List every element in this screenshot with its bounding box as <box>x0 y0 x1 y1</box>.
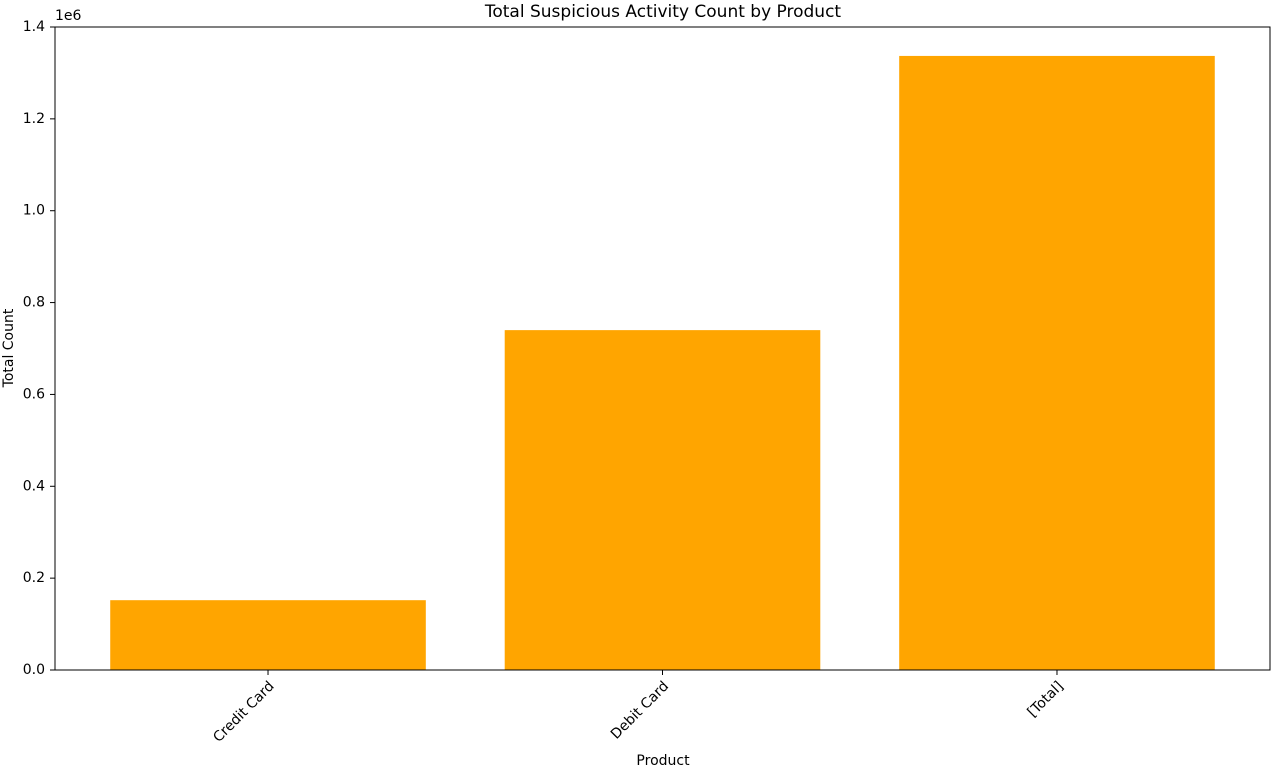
x-axis-label: Product <box>636 753 690 769</box>
y-tick-label: 1.2 <box>23 111 45 127</box>
plot-frame <box>54 26 1271 671</box>
y-tick-label: 0.0 <box>23 662 45 678</box>
y-axis-label: Total Count <box>1 308 17 388</box>
chart-title: Total Suspicious Activity Count by Produ… <box>484 2 842 22</box>
bar <box>899 55 1215 671</box>
y-tick-label: 0.8 <box>23 295 45 311</box>
y-tick-label: 0.4 <box>23 478 45 494</box>
y-tick-label: 1.0 <box>23 203 45 219</box>
bar <box>110 600 426 670</box>
bar <box>504 330 821 670</box>
y-tick-label: 1.4 <box>23 19 45 35</box>
y-tick-label: 0.6 <box>23 386 45 402</box>
y-offset-label: 1e6 <box>55 8 82 24</box>
y-tick-label: 0.2 <box>23 570 45 586</box>
